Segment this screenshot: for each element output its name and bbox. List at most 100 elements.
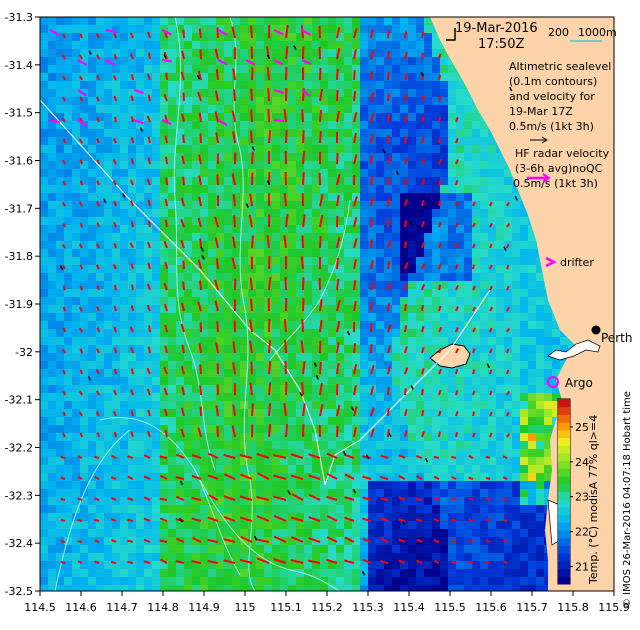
velocity-arrow: [503, 520, 507, 521]
velocity-arrow: [127, 541, 133, 542]
velocity-arrow: [252, 152, 253, 164]
velocity-arrow: [439, 138, 440, 143]
velocity-arrow: [354, 343, 355, 353]
velocity-arrow: [302, 340, 303, 353]
x-tick-label: 114.6: [65, 601, 97, 614]
velocity-arrow: [200, 281, 201, 290]
velocity-arrow: [81, 370, 82, 374]
velocity-arrow: [469, 478, 473, 479]
velocity-arrow: [490, 433, 492, 437]
altimetry-line-4: 19-Mar 17Z: [509, 105, 573, 118]
velocity-arrow: [149, 221, 150, 227]
velocity-arrow: [115, 369, 116, 374]
velocity-arrow: [405, 304, 406, 311]
velocity-arrow: [149, 347, 150, 353]
velocity-arrow: [127, 520, 133, 521]
velocity-arrow: [286, 382, 287, 395]
velocity-arrow: [456, 432, 457, 437]
velocity-arrow: [451, 562, 456, 563]
velocity-arrow: [285, 319, 286, 332]
velocity-arrow: [252, 404, 253, 416]
velocity-arrow: [81, 181, 82, 185]
velocity-arrow: [61, 457, 65, 458]
velocity-arrow: [81, 223, 82, 227]
velocity-arrow: [303, 130, 304, 143]
velocity-arrow: [388, 30, 389, 38]
velocity-arrow: [234, 194, 235, 206]
altimetry-line-1: Altimetric sealevel: [509, 60, 611, 73]
velocity-arrow: [439, 432, 440, 437]
velocity-arrow: [388, 135, 389, 143]
velocity-arrow: [456, 201, 457, 206]
velocity-arrow: [507, 370, 508, 374]
y-tick-label: -32.2: [5, 442, 33, 455]
velocity-arrow: [405, 220, 406, 227]
altimetry-line-3: and velocity for: [509, 90, 595, 103]
velocity-arrow: [127, 562, 133, 563]
velocity-arrow: [149, 95, 150, 101]
velocity-arrow: [132, 284, 133, 290]
velocity-arrow: [166, 178, 167, 185]
velocity-arrow: [217, 321, 218, 332]
velocity-arrow: [354, 280, 355, 290]
velocity-arrow: [320, 110, 321, 122]
velocity-arrow: [61, 541, 65, 542]
velocity-arrow: [234, 215, 235, 227]
x-tick-label: 114.9: [188, 601, 220, 614]
velocity-arrow: [200, 133, 201, 143]
velocity-arrow: [439, 117, 440, 122]
velocity-arrow: [94, 457, 99, 458]
velocity-arrow: [115, 432, 116, 437]
y-tick-label: -32.3: [5, 489, 33, 502]
velocity-arrow: [251, 89, 252, 101]
x-tick-label: 115.1: [270, 601, 302, 614]
velocity-arrow: [422, 305, 423, 311]
velocity-arrow: [456, 369, 457, 374]
velocity-arrow: [439, 201, 440, 206]
velocity-arrow: [469, 562, 473, 563]
velocity-arrow: [422, 389, 423, 395]
velocity-arrow: [149, 158, 150, 164]
x-tick-label: 114.7: [106, 601, 138, 614]
velocity-arrow: [132, 116, 133, 122]
velocity-arrow: [98, 285, 99, 290]
velocity-arrow: [61, 562, 65, 563]
velocity-arrow: [269, 424, 270, 437]
velocity-arrow: [439, 285, 440, 290]
velocity-arrow: [451, 457, 456, 458]
y-tick-label: -31.4: [5, 59, 33, 72]
x-tick-label: 115.5: [434, 601, 466, 614]
velocity-arrow: [115, 306, 116, 311]
velocity-arrow: [98, 432, 99, 437]
velocity-arrow: [183, 177, 184, 185]
velocity-arrow: [456, 243, 457, 248]
velocity-arrow: [439, 54, 440, 59]
x-tick-label: 114.8: [147, 601, 179, 614]
velocity-arrow: [285, 193, 286, 206]
velocity-arrow: [507, 349, 508, 353]
velocity-arrow: [354, 70, 355, 80]
velocity-arrow: [160, 499, 167, 500]
y-tick-label: -31.9: [5, 298, 33, 311]
velocity-arrow: [149, 53, 150, 59]
velocity-arrow: [251, 299, 252, 311]
velocity-arrow: [217, 69, 218, 80]
velocity-arrow: [166, 220, 167, 227]
velocity-arrow: [217, 27, 218, 38]
velocity-arrow: [405, 241, 406, 248]
velocity-arrow: [337, 90, 338, 101]
velocity-arrow: [269, 340, 270, 353]
perth-label: Perth: [601, 331, 632, 345]
perth-marker: [592, 326, 601, 335]
velocity-arrow: [286, 130, 287, 143]
ocean-temperature-map: Perth Argo drifter 19-Mar-2016 17:50Z 20…: [0, 0, 640, 630]
velocity-arrow: [302, 256, 303, 269]
velocity-arrow: [132, 137, 133, 143]
velocity-arrow: [111, 562, 116, 563]
velocity-arrow: [166, 73, 167, 80]
x-tick-label: 115: [235, 601, 256, 614]
velocity-arrow: [422, 326, 423, 332]
velocity-arrow: [319, 26, 320, 38]
velocity-arrow: [388, 114, 389, 122]
velocity-arrow: [132, 221, 133, 227]
